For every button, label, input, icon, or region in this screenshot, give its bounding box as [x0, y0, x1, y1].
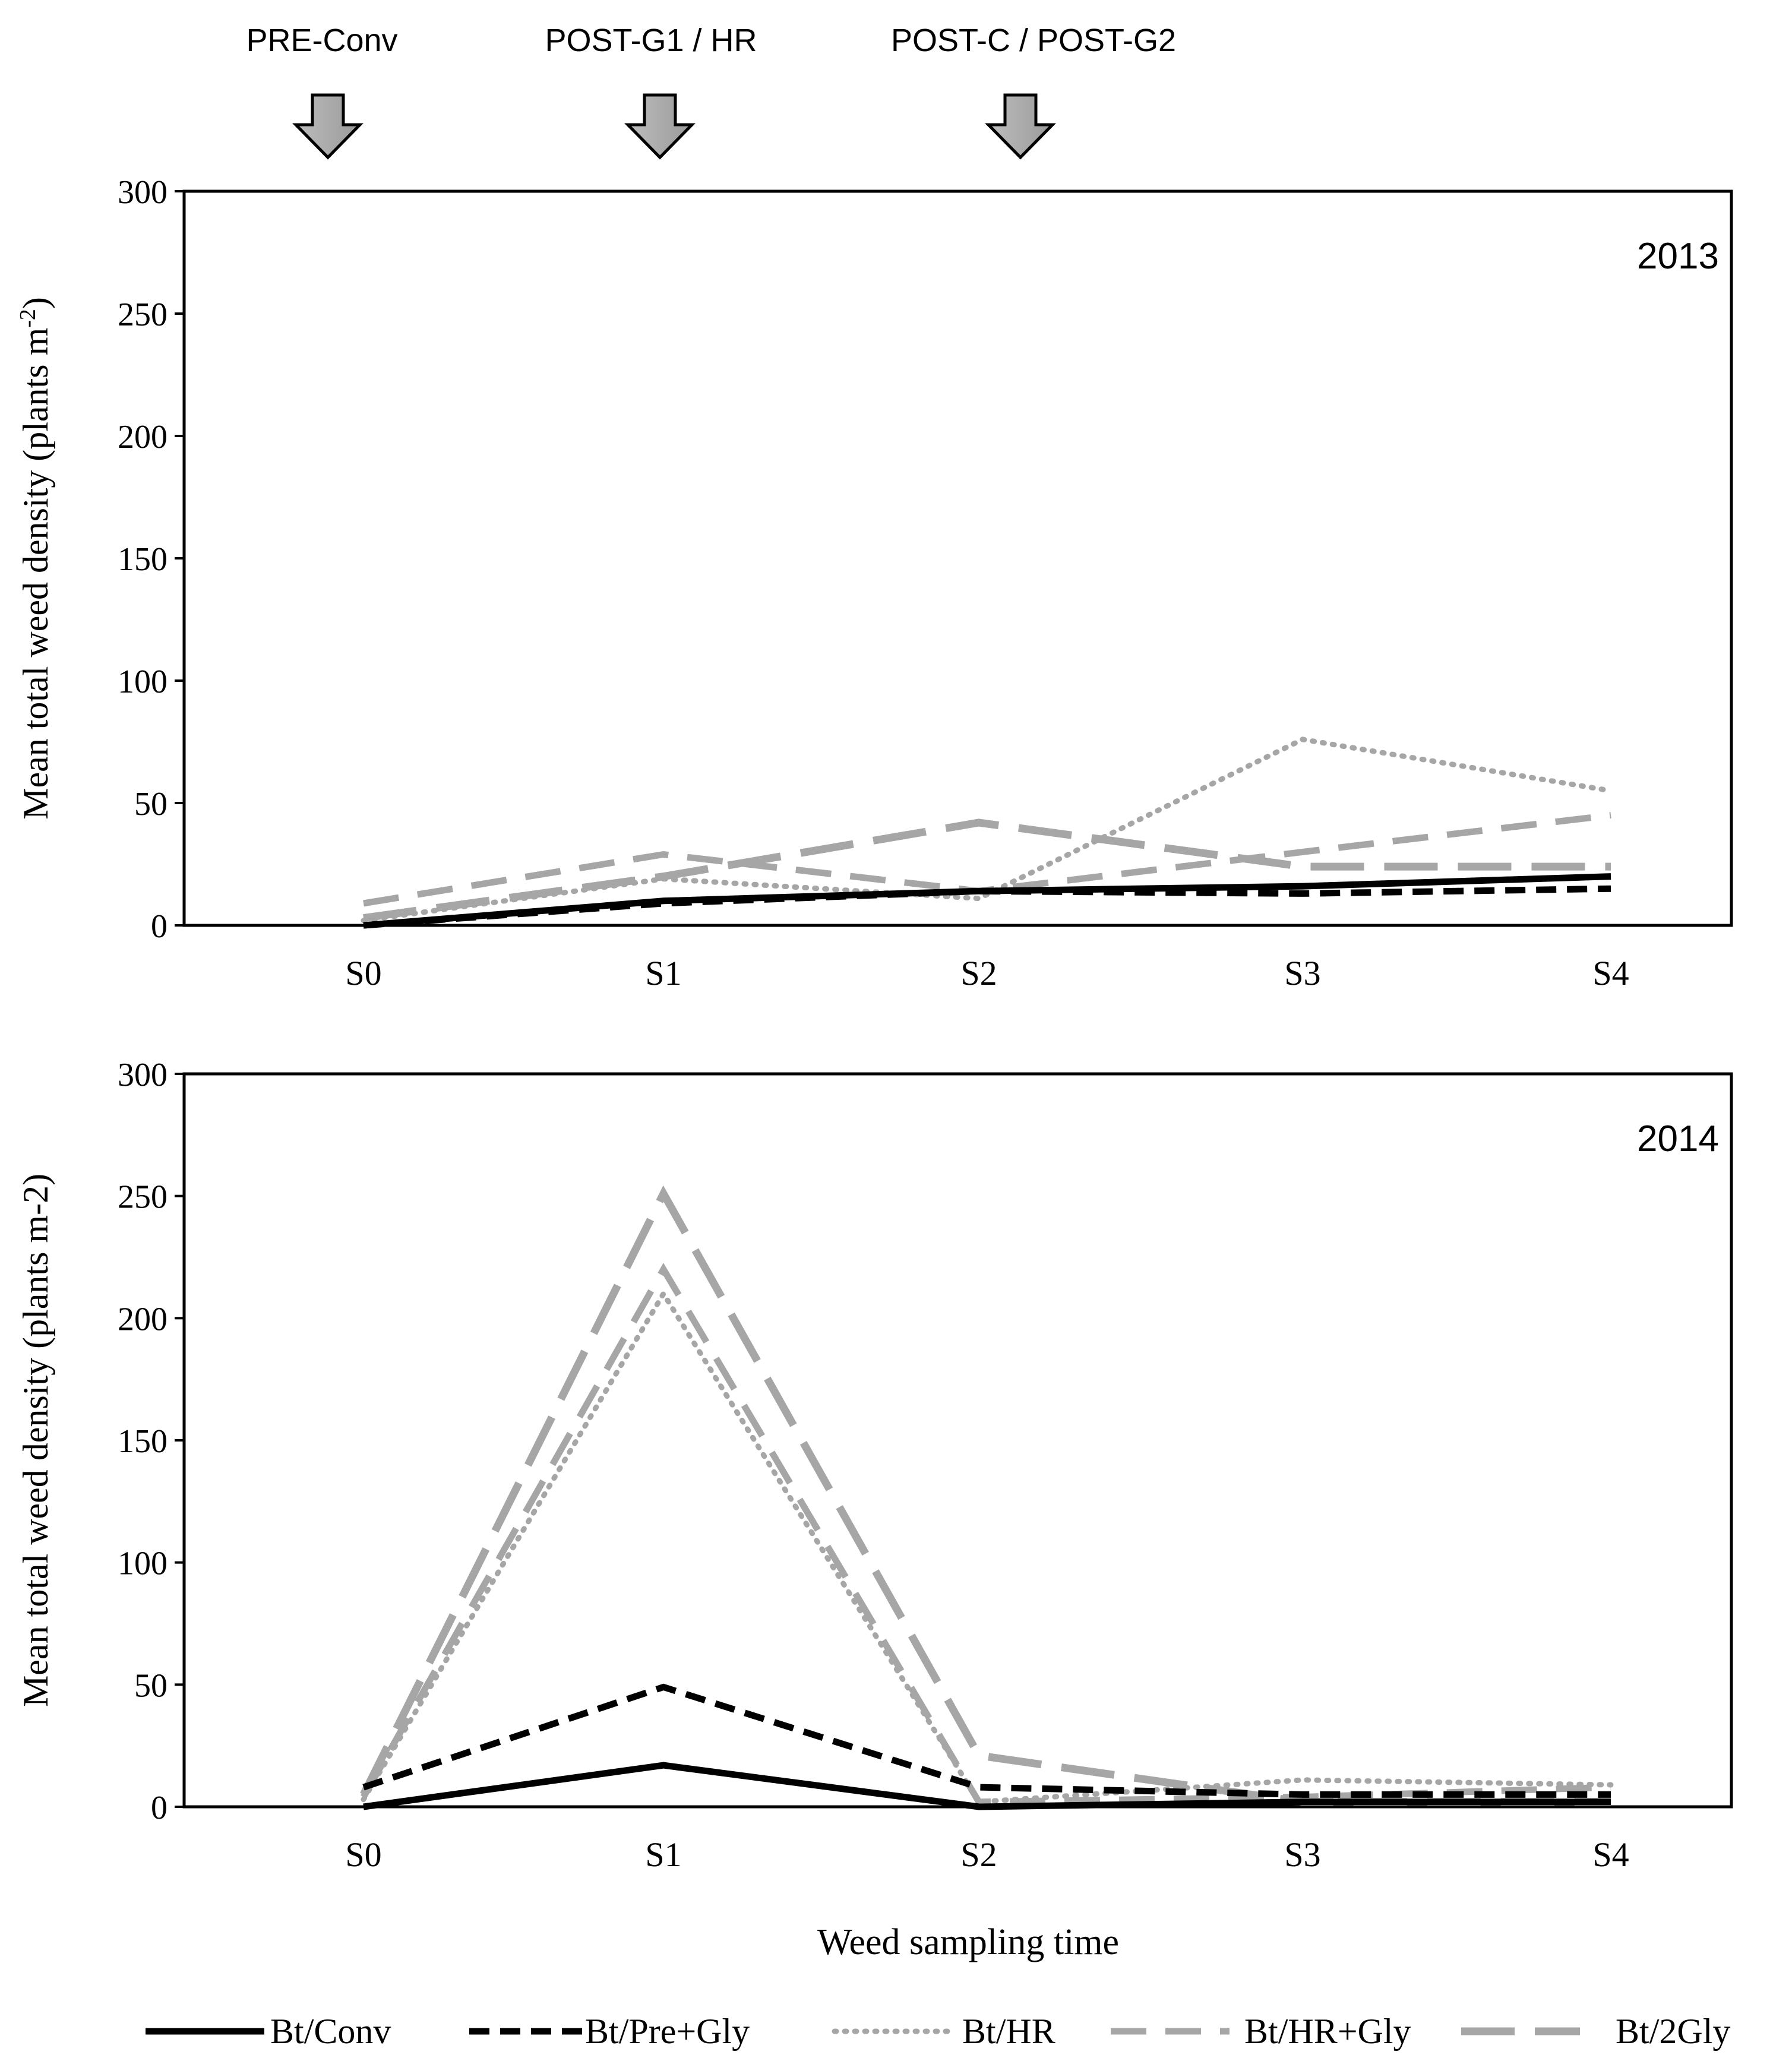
panel-year-label: 2014: [1637, 1118, 1719, 1159]
series-line-bt-hr: [361, 1288, 1614, 1805]
y-tick-label: 300: [118, 1057, 167, 1093]
y-axis-label: Mean total weed density (plants m-2): [16, 1174, 55, 1707]
y-tick-label: 150: [118, 1423, 167, 1460]
x-tick-label: S0: [345, 1835, 381, 1874]
series-line-bt-2gly: [363, 818, 1611, 922]
y-tick-label: 200: [118, 1301, 167, 1338]
annotation-label: POST-C / POST-G2: [891, 23, 1176, 58]
y-tick-label: 200: [118, 419, 167, 456]
y-tick-label: 150: [118, 541, 167, 578]
legend-label: Bt/Pre+Gly: [585, 2012, 750, 2051]
x-tick-label: S1: [645, 1835, 681, 1874]
y-tick-label: 50: [134, 786, 167, 823]
chart-2014: 0 50 100 150 200 250 300 S0 S1 S2 S3 S4 2014 Mean tot…: [16, 1057, 1733, 1874]
series-line-bt-conv: [363, 873, 1611, 929]
x-tick-label: S2: [960, 1835, 997, 1874]
annotation-label: POST-G1 / HR: [545, 23, 757, 58]
down-arrow-icon: [985, 93, 1056, 160]
y-tick-label: 250: [118, 1179, 167, 1216]
y-tick-label: 100: [118, 1545, 167, 1582]
legend-label: Bt/HR: [962, 2012, 1055, 2051]
chart-2013: 0 50 100 150 200 250 300 S0 S1 S2 S3 S4 2013 Mean tot…: [15, 174, 1733, 992]
y-tick-label: 50: [134, 1667, 167, 1704]
down-arrow-icon: [624, 93, 696, 160]
series-line-bt-hr-gly: [361, 1263, 1611, 1806]
down-arrow-icon: [292, 93, 364, 160]
y-tick-label: 0: [151, 908, 167, 945]
x-tick-label: S4: [1592, 1835, 1629, 1874]
legend-label: Bt/2Gly: [1616, 2012, 1730, 2051]
x-tick-label: S1: [645, 954, 681, 992]
x-axis-label: Weed sampling time: [817, 1922, 1119, 1962]
annotation-label: PRE-Conv: [246, 23, 397, 58]
legend: Bt/Conv Bt/Pre+Gly Bt/HR Bt/HR+Gly Bt/2Gly: [146, 2012, 1730, 2051]
series-line-bt-hr: [361, 736, 1614, 924]
y-axis-label: Mean total weed density (plants m-2): [15, 297, 55, 820]
y-tick-label: 300: [118, 174, 167, 211]
x-tick-label: S0: [345, 954, 381, 992]
y-tick-label: 0: [151, 1790, 167, 1826]
legend-label: Bt/HR+Gly: [1244, 2012, 1411, 2051]
x-tick-label: S2: [960, 954, 997, 992]
x-tick-label: S3: [1284, 954, 1320, 992]
panel-year-label: 2013: [1637, 236, 1719, 277]
series-line-bt-2gly: [360, 1185, 1611, 1806]
x-tick-label: S3: [1284, 1835, 1320, 1874]
legend-label: Bt/Conv: [270, 2012, 391, 2051]
y-tick-label: 100: [118, 663, 167, 700]
x-tick-label: S4: [1592, 954, 1629, 992]
treatment-annotations: PRE-Conv POST-G1 / HR POST-C / POST-G2: [246, 23, 1176, 160]
plot-area: [182, 189, 1733, 927]
y-tick-label: 250: [118, 296, 167, 333]
series-line-bt-conv: [363, 1762, 1611, 1810]
